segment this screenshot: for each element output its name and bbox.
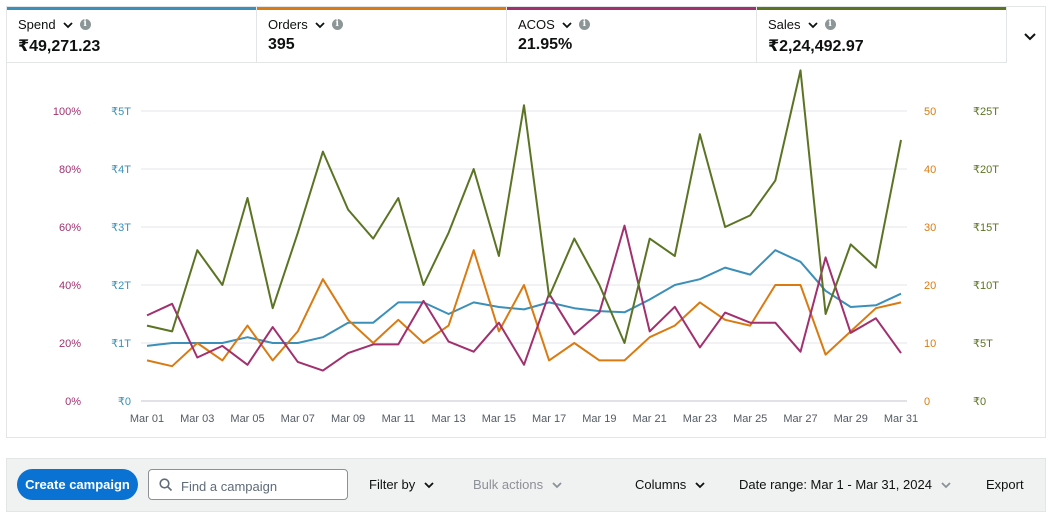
sales-axis-tick-label: ₹0	[973, 396, 986, 408]
acos-axis-tick-label: 0%	[65, 396, 81, 408]
info-icon[interactable]: i	[578, 19, 590, 30]
search-icon	[159, 478, 173, 492]
chevron-down-icon[interactable]	[314, 19, 326, 31]
series-line-acos	[146, 224, 902, 372]
performance-chart: 0% 20% 40% 60% 80% 100% ₹0 ₹1T ₹2T ₹3T ₹4T ₹5T 0 10 20…	[53, 69, 999, 425]
search-input[interactable]	[179, 476, 343, 496]
metric-value: 21.95%	[518, 36, 573, 53]
series-line-spend	[146, 249, 902, 347]
metric-color-bar	[507, 7, 756, 10]
metric-label: Sales	[768, 17, 801, 32]
x-axis-tick-label: Mar 23	[683, 413, 717, 425]
metric-name: Spend i	[18, 17, 91, 32]
columns-dropdown[interactable]: Columns	[635, 469, 706, 500]
spend-axis-tick-label: ₹5T	[111, 106, 131, 118]
bulk-actions-label: Bulk actions	[473, 477, 544, 492]
metric-name: Sales i	[768, 17, 836, 32]
x-axis-tick-label: Mar 17	[532, 413, 566, 425]
campaign-search[interactable]	[148, 469, 348, 500]
metric-value: ₹49,271.23	[18, 38, 101, 55]
filter-by-dropdown[interactable]: Filter by	[369, 469, 435, 500]
chevron-down-icon	[695, 481, 705, 488]
x-axis-tick-label: Mar 03	[180, 413, 214, 425]
metric-label: ACOS	[518, 17, 555, 32]
x-axis-tick-label: Mar 29	[834, 413, 868, 425]
acos-axis-tick-label: 100%	[53, 106, 81, 118]
metric-tile-orders[interactable]: Orders i 395	[257, 7, 507, 63]
metric-color-bar	[257, 7, 506, 10]
x-axis-tick-label: Mar 07	[281, 413, 315, 425]
info-icon[interactable]: i	[79, 19, 91, 30]
metric-tile-spend[interactable]: Spend i ₹49,271.23	[7, 7, 257, 63]
spend-axis-tick-label: ₹3T	[111, 222, 131, 234]
chevron-down-icon[interactable]	[561, 19, 573, 31]
x-axis-tick-label: Mar 01	[130, 413, 164, 425]
x-axis-tick-label: Mar 05	[230, 413, 264, 425]
chevron-down-icon[interactable]	[62, 19, 74, 31]
filter-by-label: Filter by	[369, 477, 416, 492]
x-axis-tick-label: Mar 21	[633, 413, 667, 425]
x-axis-tick-label: Mar 27	[783, 413, 817, 425]
info-icon[interactable]: i	[824, 19, 836, 30]
metric-tiles: Spend i ₹49,271.23 Orders i 395 ACOS i 2…	[7, 7, 1047, 63]
spend-axis-tick-label: ₹0	[118, 396, 131, 408]
chevron-down-icon	[424, 481, 434, 488]
orders-axis-tick-label: 30	[924, 222, 936, 234]
sales-axis-tick-label: ₹15T	[973, 222, 999, 234]
metric-tile-acos[interactable]: ACOS i 21.95%	[507, 7, 757, 63]
acos-axis-tick-label: 40%	[59, 280, 81, 292]
orders-axis-tick-label: 40	[924, 164, 936, 176]
series-line-sales	[146, 69, 902, 344]
metric-name: Orders i	[268, 17, 343, 32]
x-axis-tick-label: Mar 09	[331, 413, 365, 425]
x-axis-tick-label: Mar 13	[431, 413, 465, 425]
spend-axis-tick-label: ₹2T	[111, 280, 131, 292]
orders-axis-tick-label: 0	[924, 396, 930, 408]
acos-axis-tick-label: 20%	[59, 338, 81, 350]
orders-axis-tick-label: 20	[924, 280, 936, 292]
spend-axis-tick-label: ₹1T	[111, 338, 131, 350]
sales-axis-tick-label: ₹5T	[973, 338, 993, 350]
metric-label: Orders	[268, 17, 308, 32]
metric-name: ACOS i	[518, 17, 590, 32]
sales-axis-tick-label: ₹10T	[973, 280, 999, 292]
metric-tile-sales[interactable]: Sales i ₹2,24,492.97	[757, 7, 1007, 63]
expand-chevron-icon[interactable]	[1019, 25, 1041, 47]
chevron-down-icon	[941, 481, 951, 488]
create-campaign-button[interactable]: Create campaign	[17, 469, 138, 500]
performance-panel: Spend i ₹49,271.23 Orders i 395 ACOS i 2…	[6, 6, 1046, 438]
date-range-label: Date range: Mar 1 - Mar 31, 2024	[739, 477, 932, 492]
orders-axis-tick-label: 50	[924, 106, 936, 118]
orders-axis-tick-label: 10	[924, 338, 936, 350]
metric-value: ₹2,24,492.97	[768, 38, 864, 55]
x-axis-tick-label: Mar 15	[482, 413, 516, 425]
x-axis-tick-label: Mar 31	[884, 413, 918, 425]
sales-axis-tick-label: ₹25T	[973, 106, 999, 118]
acos-axis-tick-label: 60%	[59, 222, 81, 234]
sales-axis-tick-label: ₹20T	[973, 164, 999, 176]
bulk-actions-dropdown[interactable]: Bulk actions	[473, 469, 563, 500]
acos-axis-tick-label: 80%	[59, 164, 81, 176]
x-axis-tick-label: Mar 11	[382, 413, 415, 425]
x-axis-tick-label: Mar 25	[733, 413, 767, 425]
info-icon[interactable]: i	[331, 19, 343, 30]
spend-axis-tick-label: ₹4T	[111, 164, 131, 176]
columns-label: Columns	[635, 477, 687, 492]
chevron-down-icon	[552, 481, 562, 488]
metric-color-bar	[7, 7, 256, 10]
chevron-down-icon[interactable]	[807, 19, 819, 31]
x-axis-tick-label: Mar 19	[582, 413, 616, 425]
date-range-dropdown[interactable]: Date range: Mar 1 - Mar 31, 2024	[739, 469, 952, 500]
metric-value: 395	[268, 36, 295, 53]
series-line-orders	[146, 249, 902, 368]
metric-label: Spend	[18, 17, 56, 32]
export-button[interactable]: Export	[986, 469, 1024, 500]
campaign-toolbar: Create campaign Filter by Bulk actions C…	[6, 458, 1046, 512]
export-label: Export	[986, 477, 1024, 492]
metric-color-bar	[757, 7, 1006, 10]
